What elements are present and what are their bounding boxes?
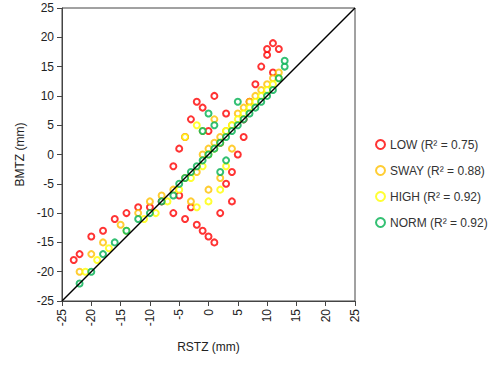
svg-text:LOW (R² = 0.75): LOW (R² = 0.75) <box>390 138 478 152</box>
svg-text:-15: -15 <box>114 309 128 327</box>
svg-text:RSTZ (mm): RSTZ (mm) <box>177 340 240 354</box>
svg-text:-10: -10 <box>143 309 157 327</box>
svg-text:-25: -25 <box>55 309 69 327</box>
svg-text:20: 20 <box>41 30 55 44</box>
svg-text:10: 10 <box>41 89 55 103</box>
svg-text:-25: -25 <box>37 294 55 308</box>
svg-text:5: 5 <box>47 118 54 132</box>
svg-text:NORM (R² = 0.92): NORM (R² = 0.92) <box>390 216 488 230</box>
svg-text:-10: -10 <box>37 206 55 220</box>
svg-text:10: 10 <box>260 309 274 323</box>
svg-text:-20: -20 <box>84 309 98 327</box>
svg-text:BMTZ (mm): BMTZ (mm) <box>13 123 27 187</box>
svg-text:5: 5 <box>231 309 245 316</box>
svg-text:0: 0 <box>47 148 54 162</box>
svg-text:15: 15 <box>41 60 55 74</box>
svg-text:15: 15 <box>289 309 303 323</box>
svg-text:-20: -20 <box>37 265 55 279</box>
svg-text:SWAY (R² = 0.88): SWAY (R² = 0.88) <box>390 164 485 178</box>
svg-text:25: 25 <box>348 309 362 323</box>
svg-text:0: 0 <box>202 309 216 316</box>
svg-text:HIGH (R² = 0.92): HIGH (R² = 0.92) <box>390 190 481 204</box>
svg-text:-5: -5 <box>43 177 54 191</box>
svg-text:-5: -5 <box>172 309 186 320</box>
svg-text:20: 20 <box>319 309 333 323</box>
svg-text:-15: -15 <box>37 235 55 249</box>
svg-text:25: 25 <box>41 1 55 15</box>
